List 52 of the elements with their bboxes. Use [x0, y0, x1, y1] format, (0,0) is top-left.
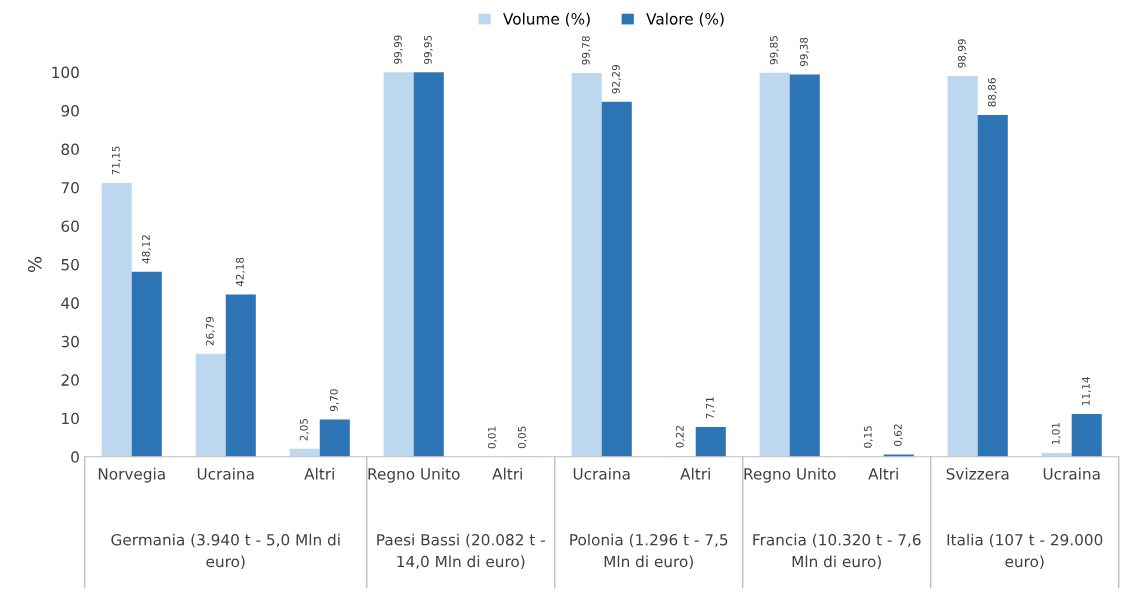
data-label: 48,12	[141, 235, 151, 264]
data-label: 7,71	[706, 397, 715, 419]
x-tick-label: Regno Unito	[744, 467, 836, 483]
data-label: 0,62	[893, 424, 903, 446]
data-label: 99,38	[799, 37, 809, 67]
data-label: 42,18	[235, 257, 245, 287]
text: Italia (107 t - 29.000 euro)	[947, 533, 1103, 570]
x-tick-label: Norvegia	[98, 467, 165, 483]
y-tick-label: 0	[71, 451, 79, 463]
y-tick-label: 100	[52, 66, 79, 79]
y-tick-label: 60	[61, 220, 79, 232]
data-label: 1,01	[1051, 422, 1061, 445]
y-tick-label: 40	[61, 297, 79, 309]
data-label: 11,14	[1082, 376, 1091, 406]
data-label: 0,15	[863, 426, 873, 448]
y-tick-label: 50	[61, 258, 79, 271]
x-tick-label: Regno Unito	[368, 467, 460, 483]
data-label: 88,86	[987, 78, 997, 107]
data-label: 99,95	[423, 35, 433, 64]
data-label: 98,99	[957, 39, 967, 68]
legend-label: Valore (%)	[646, 12, 724, 27]
data-label: 99,78	[581, 36, 591, 65]
data-label: 26,79	[205, 316, 215, 346]
text: Paesi Bassi (20.082 t - 14,0 Mln di euro)	[377, 533, 545, 570]
y-tick-label: 30	[61, 335, 79, 348]
x-tick-label: Altri	[868, 467, 898, 480]
y-tick-label: 70	[61, 181, 79, 194]
x-tick-label: Altri	[492, 467, 522, 480]
legend-label: Volume (%)	[503, 12, 590, 27]
data-label: 71,15	[111, 146, 121, 175]
y-tick-label: 20	[61, 374, 79, 386]
x-tick-label: Ucraina	[573, 467, 630, 480]
x-tick-label: Altri	[680, 467, 710, 480]
x-tick-label: Svizzera	[946, 467, 1009, 480]
text: Polonia (1.296 t - 7,5 Mln di euro)	[570, 533, 728, 570]
x-tick-label: Ucraina	[197, 467, 254, 480]
y-axis-title: %	[28, 256, 42, 273]
y-tick-label: 10	[62, 412, 79, 425]
data-label: 0,05	[517, 426, 527, 449]
data-label: 2,05	[299, 418, 309, 441]
data-label: 9,70	[329, 389, 339, 412]
x-tick-label: Ucraina	[1043, 467, 1100, 480]
text: Francia (10.320 t - 7,6 Mln di euro)	[753, 533, 921, 570]
data-label: 0,22	[675, 426, 685, 448]
y-tick-label: 80	[61, 143, 79, 156]
data-label: 99,99	[393, 35, 403, 64]
data-label: 0,01	[487, 426, 497, 449]
x-tick-label: Altri	[304, 467, 334, 480]
y-tick-label: 90	[61, 105, 79, 117]
data-label: 99,85	[769, 36, 779, 65]
text: Germania (3.940 t - 5,0 Mln di euro)	[111, 533, 340, 570]
data-label: 92,29	[611, 64, 621, 94]
